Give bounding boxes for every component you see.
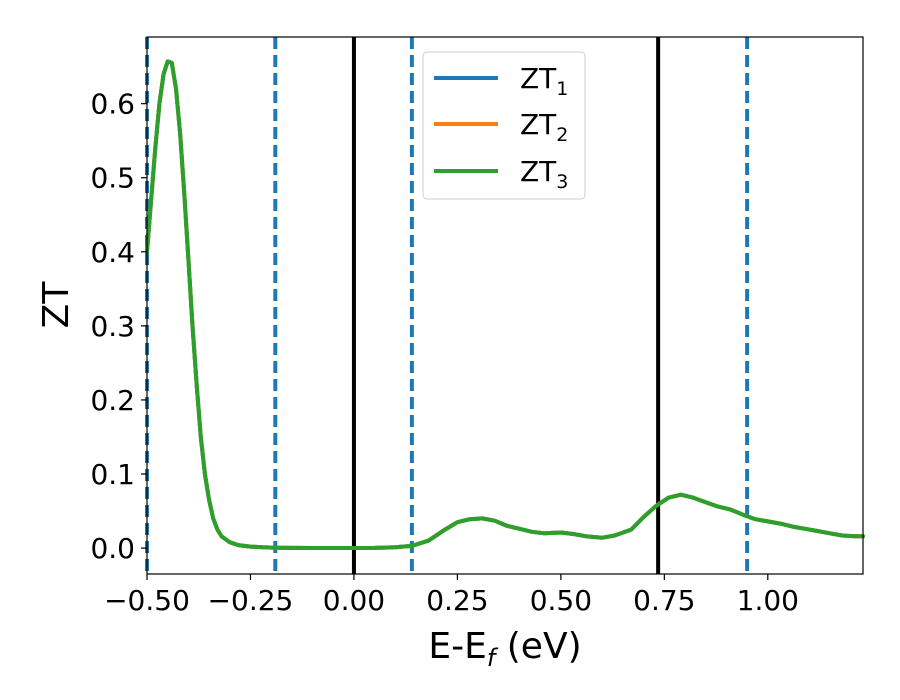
x-axis-label: E-Ef (eV): [428, 626, 581, 672]
x-axis-label-unit: (eV): [495, 626, 581, 667]
x-tick-label: 0.50: [530, 584, 592, 617]
y-axis-ticks: 0.0 0.1 0.2 0.3 0.4 0.5 0.6: [90, 88, 147, 565]
x-tick-label: −0.50: [104, 584, 190, 617]
legend: ZT1 ZT2 ZT3: [422, 51, 586, 200]
reference-lines: [145, 37, 750, 574]
legend-label-zt3: ZT3: [520, 155, 568, 193]
y-tick-label: 0.6: [90, 88, 135, 121]
y-tick-label: 0.0: [90, 532, 135, 565]
y-tick-label: 0.4: [90, 236, 135, 269]
series-lines: [145, 59, 865, 550]
y-tick-label: 0.3: [90, 310, 135, 343]
x-tick-label: 0.25: [426, 584, 488, 617]
series-line-3: [145, 59, 865, 550]
legend-label-zt1: ZT1: [520, 62, 568, 100]
y-axis-label: ZT: [36, 281, 77, 329]
legend-label-zt3-main: ZT: [520, 155, 557, 188]
x-tick-label: 0.75: [633, 584, 695, 617]
legend-label-zt3-sub: 3: [556, 171, 568, 193]
y-tick-label: 0.1: [90, 458, 135, 491]
legend-label-zt1-sub: 1: [556, 78, 568, 100]
x-tick-label: −0.25: [208, 584, 294, 617]
x-tick-label: 1.00: [737, 584, 799, 617]
plot-frame: [146, 36, 864, 575]
legend-label-zt2-sub: 2: [556, 124, 568, 146]
legend-label-zt2: ZT2: [520, 108, 568, 146]
legend-box: [422, 51, 586, 200]
x-axis-label-main: E-E: [428, 626, 486, 667]
legend-label-zt1-main: ZT: [520, 62, 557, 95]
y-tick-label: 0.2: [90, 384, 135, 417]
legend-label-zt2-main: ZT: [520, 108, 557, 141]
x-tick-label: 0.00: [323, 584, 385, 617]
y-tick-label: 0.5: [90, 162, 135, 195]
x-axis-ticks: −0.50 −0.25 0.00 0.25 0.50 0.75 1.00: [104, 574, 799, 617]
